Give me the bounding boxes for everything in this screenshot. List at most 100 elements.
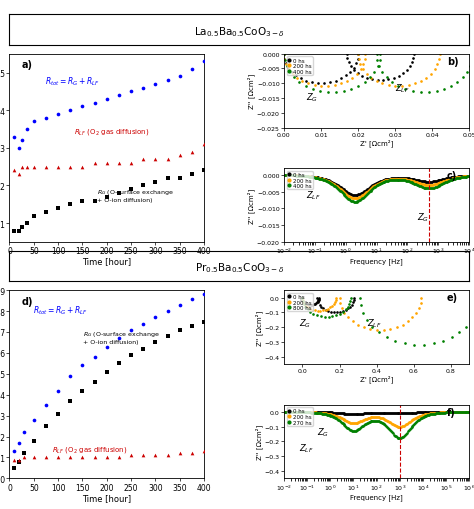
Point xyxy=(201,58,208,66)
Point xyxy=(176,449,183,458)
Text: Pr$_{0.5}$Ba$_{0.5}$CoO$_{3-\delta}$: Pr$_{0.5}$Ba$_{0.5}$CoO$_{3-\delta}$ xyxy=(195,261,284,275)
Point xyxy=(20,449,28,458)
Text: $R_{tot} = R_G + R_{LF}$: $R_{tot} = R_G + R_{LF}$ xyxy=(33,304,88,316)
Point xyxy=(30,416,37,424)
Point xyxy=(16,439,23,447)
Point xyxy=(201,291,208,299)
Point xyxy=(18,223,26,232)
Point xyxy=(188,322,196,330)
Point xyxy=(201,318,208,326)
Point xyxy=(55,454,62,462)
Text: $R_{LF}$ (O$_2$ gas diffusion): $R_{LF}$ (O$_2$ gas diffusion) xyxy=(52,444,128,454)
Text: f): f) xyxy=(447,407,456,417)
Point xyxy=(103,193,110,202)
Y-axis label: Z'' [Ωcm²]: Z'' [Ωcm²] xyxy=(255,310,263,345)
Point xyxy=(103,96,110,104)
Text: $Z_G$: $Z_G$ xyxy=(418,211,429,224)
Point xyxy=(91,99,99,107)
Point xyxy=(176,301,183,309)
Point xyxy=(55,410,62,418)
Point xyxy=(164,77,172,85)
Point xyxy=(201,447,208,456)
Legend: 0 hs, 200 hs, 400 hs: 0 hs, 200 hs, 400 hs xyxy=(287,172,312,190)
Point xyxy=(42,208,50,216)
Point xyxy=(10,227,18,235)
Point xyxy=(164,175,172,183)
Point xyxy=(91,197,99,205)
Point xyxy=(139,451,147,460)
X-axis label: Z' [Ωcm²]: Z' [Ωcm²] xyxy=(360,139,393,147)
Point xyxy=(152,80,159,89)
Point xyxy=(30,118,37,126)
Point xyxy=(164,156,172,164)
Point xyxy=(16,456,23,464)
Text: c): c) xyxy=(447,171,457,181)
Point xyxy=(30,454,37,462)
Point xyxy=(115,189,123,197)
Point xyxy=(79,163,86,172)
Point xyxy=(91,454,99,462)
Point xyxy=(79,454,86,462)
Point xyxy=(164,332,172,341)
X-axis label: Time [hour]: Time [hour] xyxy=(82,493,131,502)
Point xyxy=(91,378,99,386)
Point xyxy=(115,159,123,167)
Point xyxy=(201,140,208,149)
Point xyxy=(128,186,135,194)
Text: $Z_{LF}$: $Z_{LF}$ xyxy=(299,441,313,454)
Point xyxy=(55,205,62,213)
Point xyxy=(128,451,135,460)
Point xyxy=(10,464,18,472)
Point xyxy=(115,92,123,100)
Point xyxy=(152,156,159,164)
Point xyxy=(164,307,172,316)
Text: $R_{tot} = R_G + R_{LF}$: $R_{tot} = R_G + R_{LF}$ xyxy=(45,76,100,88)
Point xyxy=(66,163,74,172)
Text: $Z_G$: $Z_G$ xyxy=(317,425,329,438)
Point xyxy=(10,133,18,142)
Point xyxy=(103,343,110,351)
Text: b): b) xyxy=(447,57,459,67)
Text: $Z_{LF}$: $Z_{LF}$ xyxy=(306,189,321,202)
X-axis label: Frequency [Hz]: Frequency [Hz] xyxy=(350,258,403,264)
Point xyxy=(139,84,147,93)
Point xyxy=(201,167,208,175)
Text: $R_G$ (O-surface exchange
+ O-ion diffusion): $R_G$ (O-surface exchange + O-ion diffus… xyxy=(97,187,174,202)
Point xyxy=(42,422,50,430)
Point xyxy=(66,201,74,209)
Text: $R_{LF}$ (O$_2$ gas diffusion): $R_{LF}$ (O$_2$ gas diffusion) xyxy=(73,127,149,137)
Point xyxy=(115,334,123,343)
Point xyxy=(23,219,30,228)
Text: $Z_G$: $Z_G$ xyxy=(299,317,311,329)
Text: $Z_{LF}$: $Z_{LF}$ xyxy=(367,317,382,329)
Y-axis label: Z'' [Ωcm²]: Z'' [Ωcm²] xyxy=(255,424,263,459)
Point xyxy=(103,368,110,376)
Point xyxy=(79,103,86,111)
X-axis label: Frequency [Hz]: Frequency [Hz] xyxy=(350,493,403,500)
Point xyxy=(91,159,99,167)
Point xyxy=(42,454,50,462)
Point xyxy=(176,73,183,81)
Text: $Z_G$: $Z_G$ xyxy=(306,91,319,104)
Point xyxy=(20,429,28,437)
Point xyxy=(139,156,147,164)
Point xyxy=(10,447,18,456)
Point xyxy=(164,451,172,460)
Point xyxy=(176,326,183,334)
Point xyxy=(66,397,74,405)
Point xyxy=(188,295,196,303)
Point xyxy=(66,454,74,462)
Point xyxy=(66,107,74,115)
Text: $R_G$ (O-surface exchange
+ O-ion diffusion): $R_G$ (O-surface exchange + O-ion diffus… xyxy=(83,329,160,344)
Point xyxy=(30,212,37,220)
Point xyxy=(152,451,159,460)
Point xyxy=(115,454,123,462)
Y-axis label: Z'' [Ωcm²]: Z'' [Ωcm²] xyxy=(248,74,255,109)
Point xyxy=(176,175,183,183)
Point xyxy=(152,314,159,322)
Text: d): d) xyxy=(21,296,33,306)
Point xyxy=(128,159,135,167)
Point xyxy=(18,163,26,172)
Point xyxy=(55,387,62,395)
Point xyxy=(16,227,23,235)
